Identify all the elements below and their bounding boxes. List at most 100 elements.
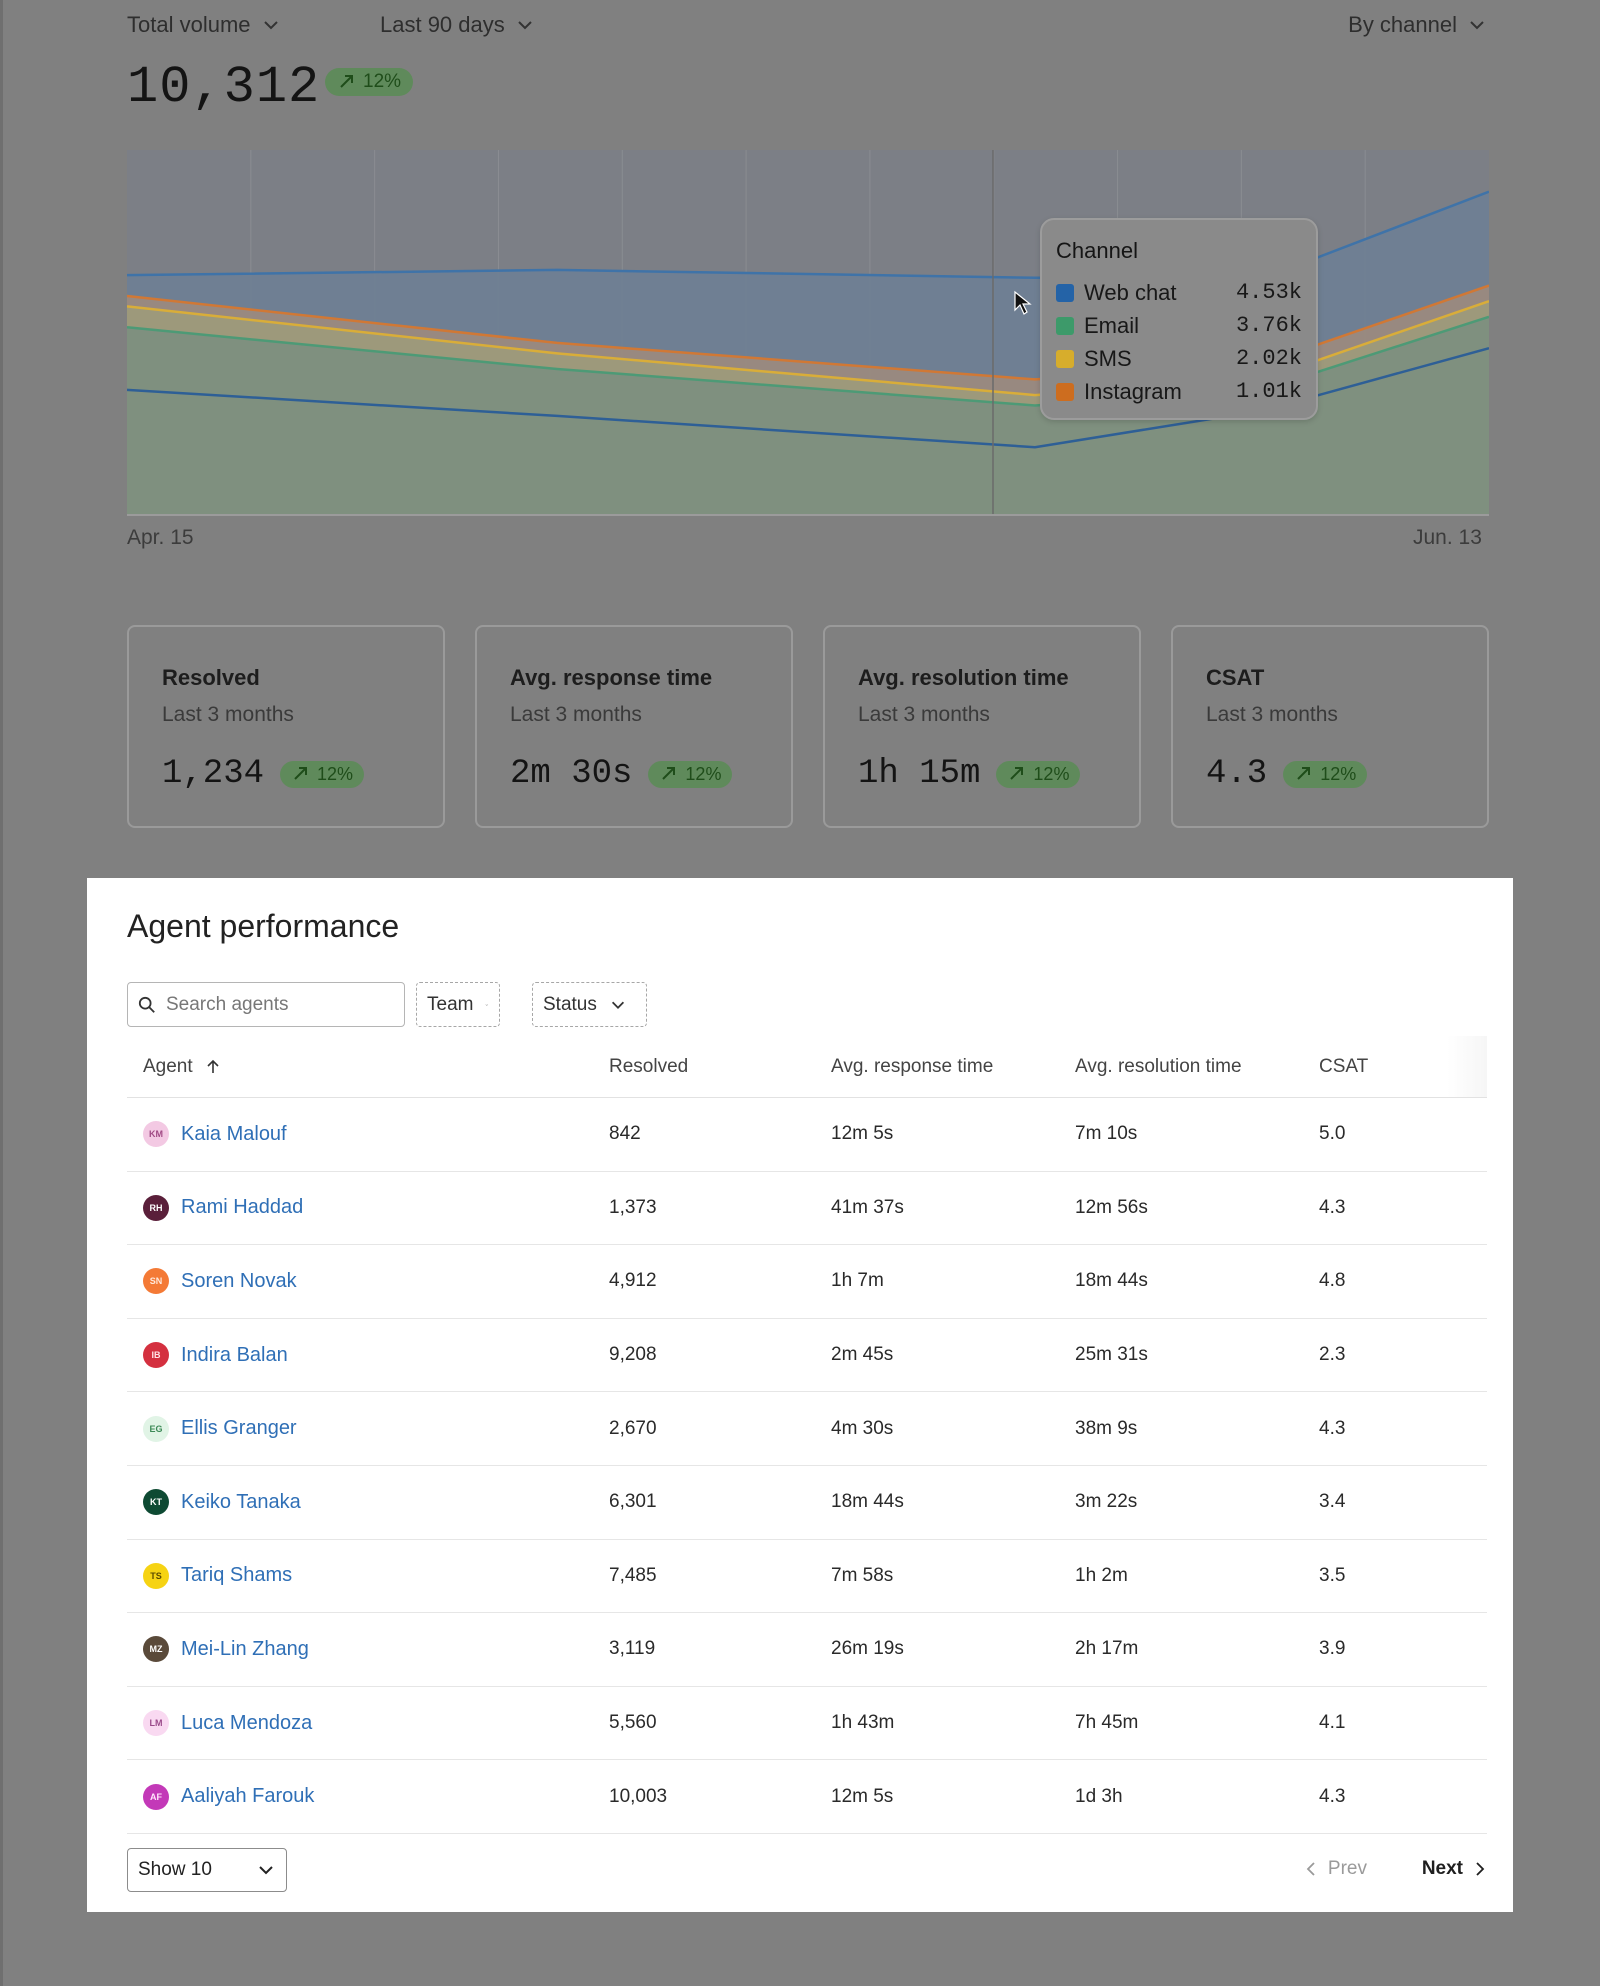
agent-name-link[interactable]: Luca Mendoza [181, 1711, 313, 1734]
group-dropdown[interactable]: By channel [1348, 12, 1487, 38]
resolution-time-cell: 7h 45m [1075, 1712, 1139, 1734]
column-header-csat[interactable]: CSAT [1319, 1055, 1369, 1077]
table-row: SN Soren Novak 4,912 1h 7m 18m 44s 4.8 [127, 1245, 1487, 1319]
kpi-subtitle: Last 3 months [510, 703, 642, 726]
column-header-agent[interactable]: Agent [127, 1056, 609, 1078]
trend-up-icon [662, 767, 676, 780]
search-input[interactable] [166, 993, 386, 1016]
response-time-cell: 2m 45s [831, 1344, 894, 1366]
response-time-cell: 26m 19s [831, 1638, 904, 1660]
column-header-response[interactable]: Avg. response time [831, 1055, 994, 1077]
tooltip-series-value: 2.02k [1235, 346, 1302, 371]
kpi-title: Resolved [162, 665, 260, 690]
chart-line-baseline [127, 346, 1489, 449]
chevron-down-icon [611, 1001, 624, 1009]
chevron-down-icon [259, 1866, 273, 1875]
total-volume-value: 10,312 [127, 58, 321, 117]
table-footer: Show 10 Prev Next [127, 1848, 1487, 1894]
trend-up-icon [294, 767, 308, 780]
resolved-cell: 3,119 [609, 1638, 656, 1660]
chart-controls: Total volume Last 90 days By channel [127, 12, 1487, 46]
kpi-title: CSAT [1206, 665, 1265, 690]
x-axis-start-label: Apr. 15 [127, 526, 194, 549]
response-time-cell: 18m 44s [831, 1491, 904, 1513]
page-size-select[interactable]: Show 10 [127, 1848, 287, 1892]
resolution-time-cell: 38m 9s [1075, 1417, 1138, 1439]
agent-name-link[interactable]: Keiko Tanaka [181, 1490, 301, 1513]
chart-line-instagram [127, 284, 1489, 381]
response-time-cell: 7m 58s [831, 1564, 894, 1586]
resolution-time-cell: 3m 22s [1075, 1491, 1138, 1513]
agent-name-link[interactable]: Tariq Shams [181, 1564, 293, 1587]
column-header-resolved[interactable]: Resolved [609, 1055, 689, 1077]
kpi-subtitle: Last 3 months [858, 703, 990, 726]
agent-name-link[interactable]: Aaliyah Farouk [181, 1785, 315, 1808]
table-row: EG Ellis Granger 2,670 4m 30s 38m 9s 4.3 [127, 1392, 1487, 1466]
chart-line-web-chat [127, 190, 1489, 281]
response-time-cell: 1h 7m [831, 1270, 884, 1292]
agent-name-link[interactable]: Soren Novak [181, 1269, 297, 1292]
status-filter[interactable]: Status [532, 982, 647, 1027]
tooltip-row: SMS 2.02k [1056, 342, 1302, 375]
resolved-cell: 10,003 [609, 1785, 668, 1807]
table-row: IB Indira Balan 9,208 2m 45s 25m 31s 2.3 [127, 1319, 1487, 1393]
trend-value: 12% [1320, 763, 1357, 784]
range-dropdown-label: Last 90 days [380, 12, 505, 37]
agent-name-link[interactable]: Rami Haddad [181, 1196, 304, 1219]
response-time-cell: 41m 37s [831, 1196, 904, 1218]
metric-dropdown[interactable]: Total volume [127, 12, 281, 38]
response-time-cell: 12m 5s [831, 1123, 894, 1145]
agent-name-link[interactable]: Indira Balan [181, 1343, 288, 1366]
team-filter[interactable]: Team [416, 982, 500, 1027]
tooltip-title: Channel [1056, 238, 1138, 263]
metric-dropdown-label: Total volume [127, 12, 251, 37]
next-page-button[interactable]: Next [1422, 1858, 1487, 1880]
column-header-resolution[interactable]: Avg. resolution time [1075, 1055, 1242, 1077]
csat-cell: 4.1 [1319, 1712, 1346, 1734]
table-row: MZ Mei-Lin Zhang 3,119 26m 19s 2h 17m 3.… [127, 1613, 1487, 1687]
resolved-cell: 9,208 [609, 1344, 657, 1366]
trend-up-icon [1010, 767, 1024, 780]
avatar: IB [143, 1342, 169, 1369]
table-row: KT Keiko Tanaka 6,301 18m 44s 3m 22s 3.4 [127, 1466, 1487, 1540]
trend-up-icon [1297, 767, 1311, 780]
prev-page-button[interactable]: Prev [1304, 1858, 1367, 1880]
kpi-card: Avg. response time Last 3 months 2m 30s … [475, 625, 793, 828]
trend-value: 12% [1033, 763, 1070, 784]
csat-cell: 3.9 [1319, 1638, 1346, 1660]
group-dropdown-label: By channel [1348, 12, 1457, 37]
chevron-down-icon [486, 1003, 489, 1006]
resolution-time-cell: 12m 56s [1075, 1196, 1148, 1218]
csat-cell: 4.3 [1319, 1196, 1346, 1218]
table-row: AF Aaliyah Farouk 10,003 12m 5s 1d 3h 4.… [127, 1760, 1487, 1834]
kpi-card: Resolved Last 3 months 1,234 12% [127, 625, 445, 828]
avatar: KM [143, 1121, 169, 1148]
table-row: LM Luca Mendoza 5,560 1h 43m 7h 45m 4.1 [127, 1687, 1487, 1761]
sort-ascending-icon [207, 1059, 219, 1073]
resolved-cell: 7,485 [609, 1564, 657, 1586]
window-edge [0, 0, 3, 1986]
legend-swatch [1056, 316, 1074, 335]
chart-area-email [127, 316, 1489, 515]
team-filter-label: Team [427, 993, 474, 1015]
chart-tooltip: Channel Web chat 4.53k Email 3.76k SMS 2… [1040, 218, 1318, 420]
trend-badge: 12% [280, 760, 365, 788]
resolution-time-cell: 25m 31s [1075, 1344, 1148, 1366]
agent-name-link[interactable]: Kaia Malouf [181, 1122, 287, 1145]
chevron-left-icon [1306, 1862, 1315, 1876]
legend-swatch [1056, 349, 1074, 368]
volume-area-chart [127, 150, 1489, 516]
range-dropdown[interactable]: Last 90 days [380, 12, 535, 38]
kpi-value: 2m 30s [510, 755, 633, 793]
table-row: KM Kaia Malouf 842 12m 5s 7m 10s 5.0 [127, 1098, 1487, 1172]
trend-value: 12% [685, 763, 722, 784]
resolution-time-cell: 7m 10s [1075, 1123, 1138, 1145]
csat-cell: 2.3 [1319, 1344, 1346, 1366]
mouse-cursor-icon [1014, 290, 1032, 315]
trend-value: 12% [317, 763, 354, 784]
avatar: TS [143, 1562, 169, 1589]
search-field[interactable] [127, 982, 405, 1027]
agent-name-link[interactable]: Mei-Lin Zhang [181, 1637, 309, 1660]
resolution-time-cell: 1h 2m [1075, 1564, 1128, 1586]
agent-name-link[interactable]: Ellis Granger [181, 1417, 297, 1440]
